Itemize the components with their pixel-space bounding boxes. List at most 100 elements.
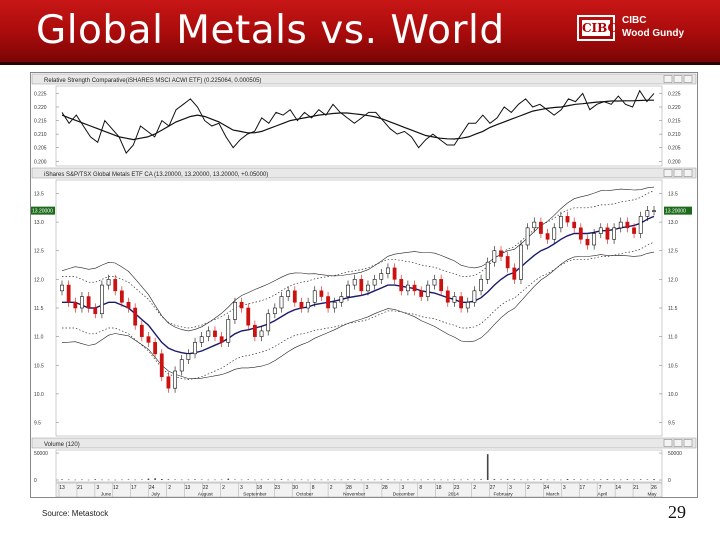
volume-bar [553,479,556,481]
x-day-label: 3 [96,485,99,491]
candle-body [492,250,497,263]
price-tag-right [664,206,692,215]
candle-body [405,284,410,292]
x-day-label: 17 [579,485,585,491]
volume-bar [506,479,509,480]
x-day-label: 18 [257,485,263,491]
slide-title: Global Metals vs. World [36,8,505,53]
candle-body [532,221,537,229]
x-day-label: 17 [131,485,137,491]
candle-body [592,233,597,246]
volume-bar [333,479,336,481]
volume-bar [360,479,363,481]
x-day-label: 3 [563,485,566,491]
candle-body [233,301,237,320]
candle-body [645,210,650,217]
volume-header [31,437,697,449]
candle-body [472,290,477,303]
volume-bar [500,479,502,481]
rs-series-line [61,89,655,155]
volume-bar [274,479,276,481]
x-day-label: 24 [149,485,155,491]
price-ytick-right: 11.0 [668,335,678,341]
volume-bar [566,479,569,480]
x-day-label: 23 [274,485,280,491]
candle-body [578,227,583,240]
candle-body [605,227,610,240]
volume-ytick-right: 0 [668,478,671,484]
x-day-label: 3 [366,485,369,491]
volume-bar [114,479,117,481]
volume-bar [433,479,436,481]
candle-body [625,221,630,229]
candle-body [193,342,197,355]
volume-bar [347,479,349,481]
volume-bar [480,479,482,480]
candle-body [445,290,450,303]
candle-body [525,227,530,246]
candle-body [60,284,64,292]
candle-body [306,301,311,309]
candle-body [512,267,517,280]
volume-bar [380,479,383,481]
volume-bar [187,479,190,481]
candle-body [246,307,251,326]
price-ytick-left: 10.5 [34,363,44,369]
x-day-label: 27 [490,485,496,491]
volume-bar [134,479,136,481]
candle-body [159,353,164,378]
candle-body [286,290,291,297]
volume-bar [533,479,536,481]
volume-bar [101,479,103,481]
volume-bar [227,478,230,480]
volume-bar [107,479,110,481]
volume-bar [540,479,542,480]
candle-body [612,227,616,240]
candle-body [292,290,297,303]
volume-bar [367,479,369,481]
candle-body [379,273,384,280]
candle-body [266,313,271,332]
logo-text-line1: CIBC [622,15,647,26]
volume-bar [94,479,97,480]
volume-bar [194,479,196,480]
volume-bar [586,479,589,481]
volume-bar [653,479,655,480]
candle-body [618,221,623,229]
volume-bar [214,479,216,481]
candle-body [465,301,470,309]
candle-body [239,301,244,309]
price-tag-left-text: 13.20000 [32,209,53,215]
volume-bar [493,479,496,480]
price-close-button [683,169,693,177]
x-day-label: 28 [346,485,352,491]
volume-bar [287,479,289,481]
price-ytick-right: 12.0 [668,277,678,283]
price-tag-left [31,206,55,215]
x-day-label: 28 [382,485,388,491]
price-ytick-left: 11.5 [34,306,44,312]
volume-bar [387,479,389,480]
volume-bar [599,479,602,480]
rs-moving-average-line [61,99,654,141]
relative-strength-ytick-right: 0.200 [668,159,681,165]
x-month-label: 2014 [448,492,459,498]
volume-bar [486,454,489,480]
cibc-logo-mark: CIBC [582,20,618,36]
volume-bar [473,479,476,481]
volume-bar [639,479,642,480]
volume-bar [633,479,635,481]
candle-body [312,290,317,303]
volume-bar [427,479,429,481]
x-month-label: June [101,492,112,498]
relative-strength-close-button [683,75,693,83]
candle-body [279,296,284,309]
x-day-label: 14 [615,485,621,491]
volume-bar [407,479,409,481]
candle-body [272,307,277,315]
x-month-label: September [243,492,267,498]
price-ytick-left: 9.5 [34,421,41,427]
x-month-label: February [493,492,513,498]
candle-body [479,279,483,292]
candle-body [638,216,643,234]
